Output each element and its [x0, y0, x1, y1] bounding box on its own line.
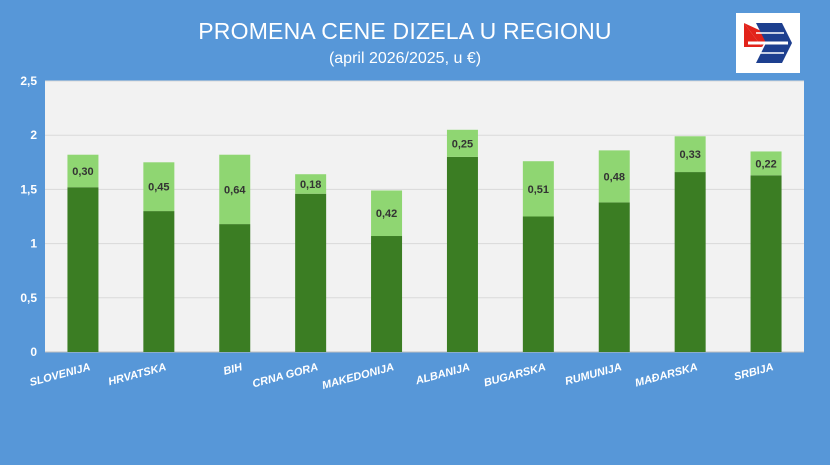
x-axis-category-labels: SLOVENIJA HRVATSKA BIH CRNA GORA MAKEDONIJA A… — [28, 361, 774, 392]
data-label: 0,30 — [72, 166, 93, 178]
bar-base-price — [750, 175, 782, 352]
bar-base-price — [674, 172, 706, 352]
data-labels: 0,30 0,45 0,64 0,18 0,42 0,25 0,51 0,48 0,33 0,22 — [72, 138, 777, 220]
flag-arrow-logo-icon — [744, 23, 792, 63]
bar-base-price — [598, 202, 630, 352]
x-category-label: BUGARSKA — [483, 361, 548, 389]
x-category-label: MAKEDONIJA — [321, 361, 396, 392]
y-tick-label: 1 — [30, 237, 37, 251]
bar-price-increase — [598, 150, 630, 203]
y-axis-tick-labels: 0 0,5 1 1,5 2 2,5 — [20, 74, 37, 359]
x-category-label: RUMUNIJA — [564, 361, 623, 388]
bar-price-increase — [143, 162, 175, 212]
chart-subtitle: (april 2026/2025, u €) — [328, 50, 482, 67]
x-category-label: CRNA GORA — [251, 361, 319, 390]
y-tick-label: 0 — [30, 345, 37, 359]
data-label: 0,22 — [755, 158, 776, 170]
chart-title: PROMENA CENE DIZELA U REGIONU — [198, 18, 612, 44]
bar-price-increase — [295, 174, 327, 194]
y-tick-label: 1,5 — [20, 182, 37, 196]
bar-price-increase — [67, 154, 99, 188]
data-label: 0,25 — [452, 138, 473, 150]
x-category-label: SLOVENIJA — [28, 361, 91, 389]
bars — [67, 129, 782, 352]
x-category-label: BIH — [222, 361, 244, 378]
x-category-label: SRBIJA — [733, 361, 775, 383]
x-category-label: ALBANIJA — [413, 361, 471, 387]
y-tick-label: 0,5 — [20, 291, 37, 305]
bar-price-increase — [674, 136, 706, 173]
y-tick-label: 2 — [30, 128, 37, 142]
data-label: 0,42 — [376, 208, 397, 220]
x-category-label: MAĐARSKA — [634, 361, 699, 389]
bar-price-increase — [446, 129, 478, 157]
data-label: 0,33 — [679, 149, 700, 161]
data-label: 0,51 — [528, 184, 549, 196]
bar-price-increase — [522, 161, 554, 217]
data-label: 0,18 — [300, 179, 321, 191]
bar-base-price — [371, 236, 403, 352]
x-category-label: HRVATSKA — [107, 361, 168, 388]
bar-base-price — [67, 187, 99, 352]
y-tick-label: 2,5 — [20, 74, 37, 88]
bar-price-increase — [371, 190, 403, 237]
bar-base-price — [143, 211, 175, 352]
bar-base-price — [219, 224, 251, 352]
data-label: 0,64 — [224, 184, 246, 196]
bar-base-price — [522, 216, 554, 352]
bar-base-price — [295, 193, 327, 352]
data-label: 0,45 — [148, 182, 169, 194]
logo — [736, 13, 800, 73]
bar-price-increase — [219, 154, 251, 225]
bar-base-price — [446, 156, 478, 352]
data-label: 0,48 — [604, 171, 625, 183]
bar-price-increase — [750, 151, 782, 176]
